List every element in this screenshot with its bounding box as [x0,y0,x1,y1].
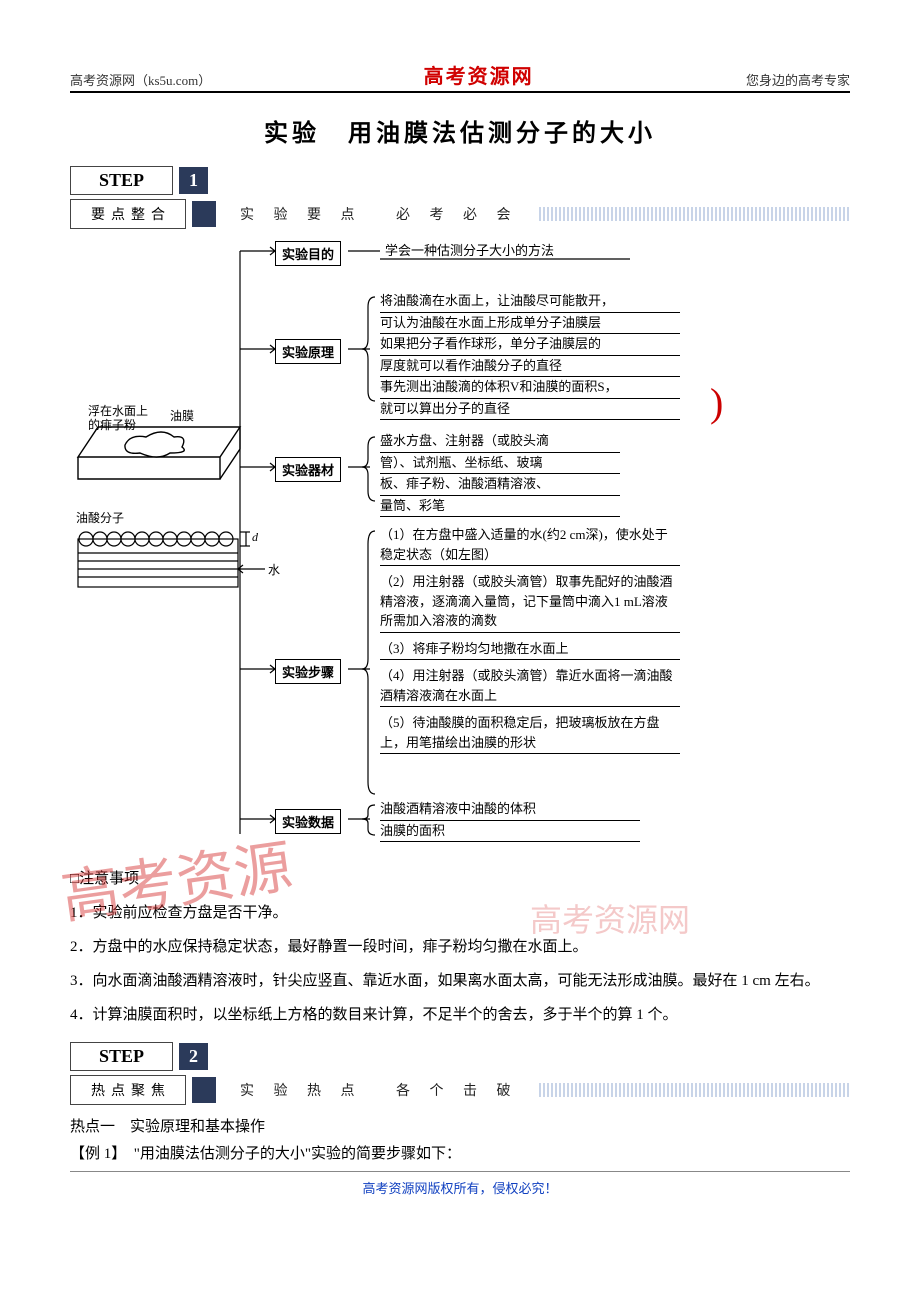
step2-subtitle-row: 热点聚焦 实 验 热 点 各 个 击 破 [70,1075,850,1105]
node-data: 实验数据 [275,809,341,834]
apparatus-line: 量筒、彩笔 [380,496,620,518]
note-item: 2．方盘中的水应保持稳定状态，最好静置一段时间，痱子粉均匀撒在水面上。 [70,932,850,962]
apparatus-line: 管）、试剂瓶、坐标纸、玻璃 [380,453,620,475]
step1-number: 1 [179,167,208,194]
header-right: 您身边的高考专家 [746,70,850,89]
page-header: 高考资源网（ks5u.com） 高考资源网 您身边的高考专家 [70,60,850,93]
note-item: 4．计算油膜面积时，以坐标纸上方格的数目来计算，不足半个的舍去，多于半个的算 1… [70,1000,850,1030]
mindmap-diagram: 实验目的 实验原理 实验器材 实验步骤 实验数据 学会一种估测分子大小的方法 将… [70,239,850,859]
step-line: （4）用注射器（或胶头滴管）靠近水面将一滴油酸酒精溶液滴在水面上 [380,666,680,707]
label-film: 油膜 [170,407,194,424]
principle-line: 就可以算出分子的直径 [380,399,680,421]
notes-heading-text: 注意事项 [79,871,139,887]
label-molecule: 油酸分子 [76,509,124,526]
step1-tail-pattern [539,207,851,221]
step1-separator [192,201,216,227]
example-1: 【例 1】 "用油膜法估测分子的大小"实验的简要步骤如下： [70,1142,850,1163]
principle-line: 可认为油酸在水面上形成单分子油膜层 [380,313,680,335]
apparatus-line: 板、痱子粉、油酸酒精溶液、 [380,474,620,496]
node-purpose: 实验目的 [275,241,341,266]
step2-number: 2 [179,1043,208,1070]
red-paren-mark: ) [710,379,723,426]
data-block: 油酸酒精溶液中油酸的体积 油膜的面积 [380,799,640,842]
step1-subtitle-box: 要点整合 [70,199,186,229]
data-line: 油膜的面积 [380,821,640,843]
step2-tail-pattern [539,1083,851,1097]
principle-line: 事先测出油酸滴的体积V和油膜的面积S， [380,377,680,399]
label-powder: 浮在水面上 的痱子粉 [88,404,148,433]
step1-bar: STEP 1 [70,166,850,195]
step2-subtitle-text: 实 验 热 点 各 个 击 破 [240,1080,519,1100]
node-principle: 实验原理 [275,339,341,364]
step1-label: STEP [70,166,173,195]
principle-line: 如果把分子看作球形，单分子油膜层的 [380,334,680,356]
step-line: （2）用注射器（或胶头滴管）取事先配好的油酸酒精溶液，逐滴滴入量筒，记下量筒中滴… [380,572,680,633]
principle-line: 厚度就可以看作油酸分子的直径 [380,356,680,378]
step2-label: STEP [70,1042,173,1071]
purpose-text: 学会一种估测分子大小的方法 [385,241,554,261]
page-title: 实验 用油膜法估测分子的大小 [70,113,850,148]
node-apparatus: 实验器材 [275,457,341,482]
notes-heading: □注意事项 [70,867,850,888]
header-center: 高考资源网 [424,60,534,89]
note-item: 1．实验前应检查方盘是否干净。 [70,898,850,928]
step1-subtitle-text: 实 验 要 点 必 考 必 会 [240,204,519,224]
node-steps: 实验步骤 [275,659,341,684]
data-line: 油酸酒精溶液中油酸的体积 [380,799,640,821]
hotspot-heading: 热点一 实验原理和基本操作 [70,1115,850,1136]
steps-block: （1）在方盘中盛入适量的水(约2 cm深)，使水处于稳定状态（如左图） （2）用… [380,525,680,754]
step-line: （3）将痱子粉均匀地撒在水面上 [380,639,680,661]
note-item: 3．向水面滴油酸酒精溶液时，针尖应竖直、靠近水面，如果离水面太高，可能无法形成油… [70,966,850,996]
apparatus-line: 盛水方盘、注射器（或胶头滴 [380,431,620,453]
header-left: 高考资源网（ks5u.com） [70,70,211,89]
step-line: （1）在方盘中盛入适量的水(约2 cm深)，使水处于稳定状态（如左图） [380,525,680,566]
step-line: （5）待油酸膜的面积稳定后，把玻璃板放在方盘上，用笔描绘出油膜的形状 [380,713,680,754]
label-d: d [252,530,258,545]
step2-subtitle-box: 热点聚焦 [70,1075,186,1105]
principle-block: 将油酸滴在水面上，让油酸尽可能散开， 可认为油酸在水面上形成单分子油膜层 如果把… [380,291,680,420]
apparatus-block: 盛水方盘、注射器（或胶头滴 管）、试剂瓶、坐标纸、玻璃 板、痱子粉、油酸酒精溶液… [380,431,620,517]
label-water: 水 [268,561,280,578]
page-footer: 高考资源网版权所有，侵权必究！ [70,1171,850,1197]
step1-subtitle-row: 要点整合 实 验 要 点 必 考 必 会 [70,199,850,229]
principle-line: 将油酸滴在水面上，让油酸尽可能散开， [380,291,680,313]
step2-separator [192,1077,216,1103]
step2-bar: STEP 2 [70,1042,850,1071]
